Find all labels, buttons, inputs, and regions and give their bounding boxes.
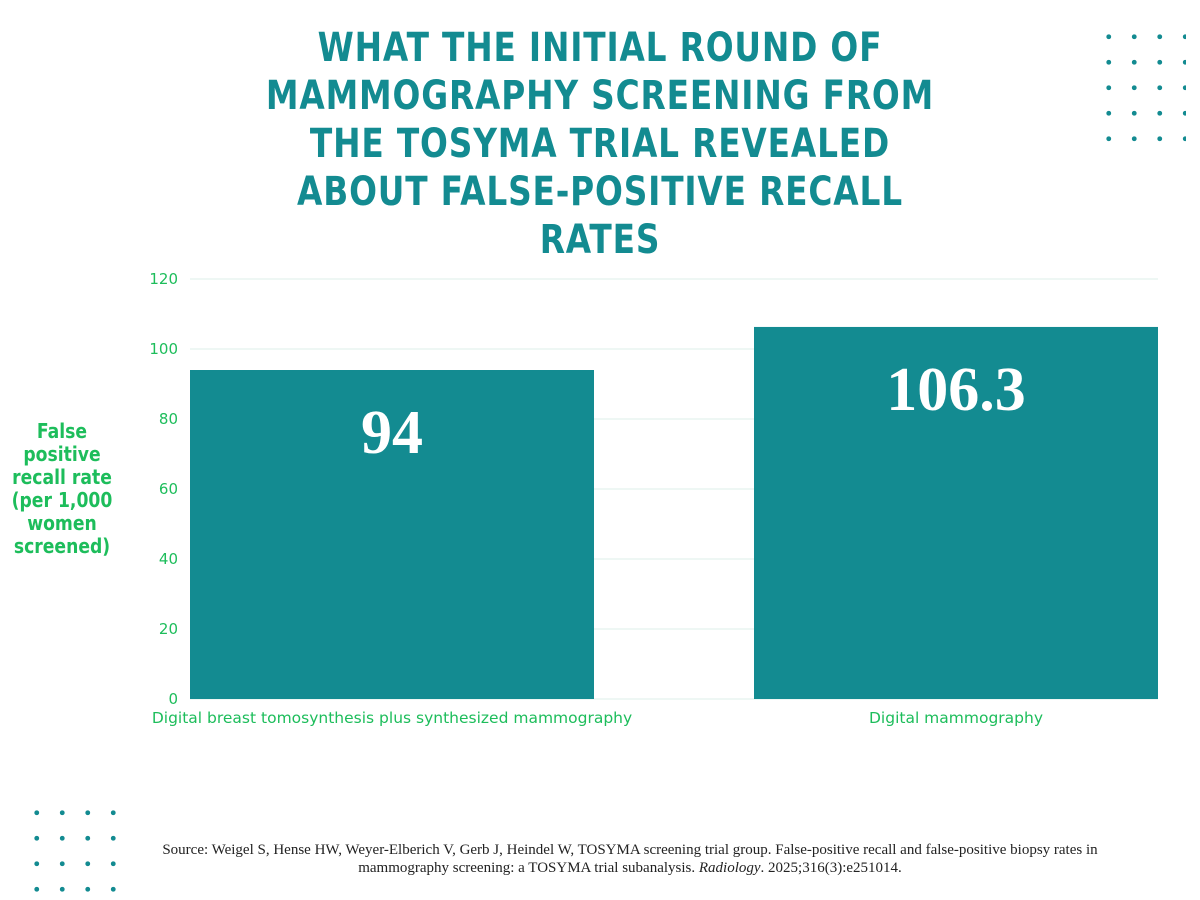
y-tick-label: 0 [168,690,178,708]
bar [754,326,1158,699]
x-category-label: Digital mammography [869,709,1043,727]
source-suffix: . 2025;316(3):e251014. [760,860,902,876]
x-category-label: Digital breast tomosynthesis plus synthe… [152,709,632,727]
source-citation: Source: Weigel S, Hense HW, Weyer-Elberi… [140,841,1120,877]
decorative-dot-grid-bottom-left [24,800,126,896]
y-tick-label: 120 [149,270,178,288]
decorative-dot-grid-top-right [1096,24,1186,159]
bar-value-label: 94 [361,399,423,467]
y-tick-label: 40 [159,550,178,568]
bar-value-label: 106.3 [886,356,1026,424]
y-tick-label: 100 [149,340,178,358]
y-axis-label: False positive recall rate (per 1,000 wo… [11,419,113,558]
source-text: Source: Weigel S, Hense HW, Weyer-Elberi… [162,842,1098,876]
y-tick-label: 20 [159,620,178,638]
bar [190,370,594,699]
y-tick-label: 80 [159,410,178,428]
y-tick-label: 60 [159,480,178,498]
source-journal: Radiology [698,860,761,876]
chart-title: WHAT THE INITIAL ROUND OF MAMMOGRAPHY SC… [265,25,935,263]
